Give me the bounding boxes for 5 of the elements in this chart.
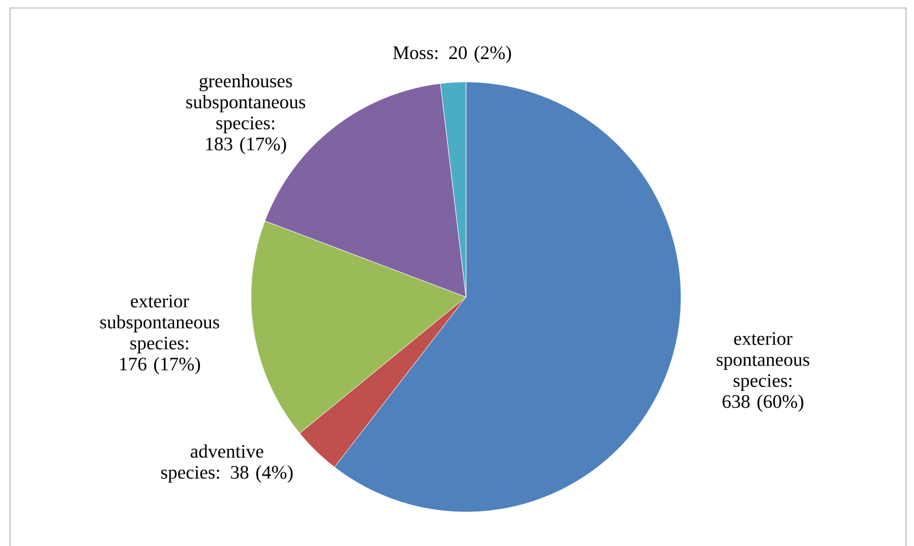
- slice-label: adventive species: 38 (4%): [161, 444, 293, 483]
- slice-label: Moss: 20 (2%): [393, 46, 511, 64]
- slice-label: exterior spontaneous species: 638 (60%): [716, 332, 810, 412]
- slice-label: greenhouses subspontaneous species: 183 (17%): [186, 74, 306, 154]
- slice-label: exterior subspontaneous species: 176 (17%): [100, 294, 220, 374]
